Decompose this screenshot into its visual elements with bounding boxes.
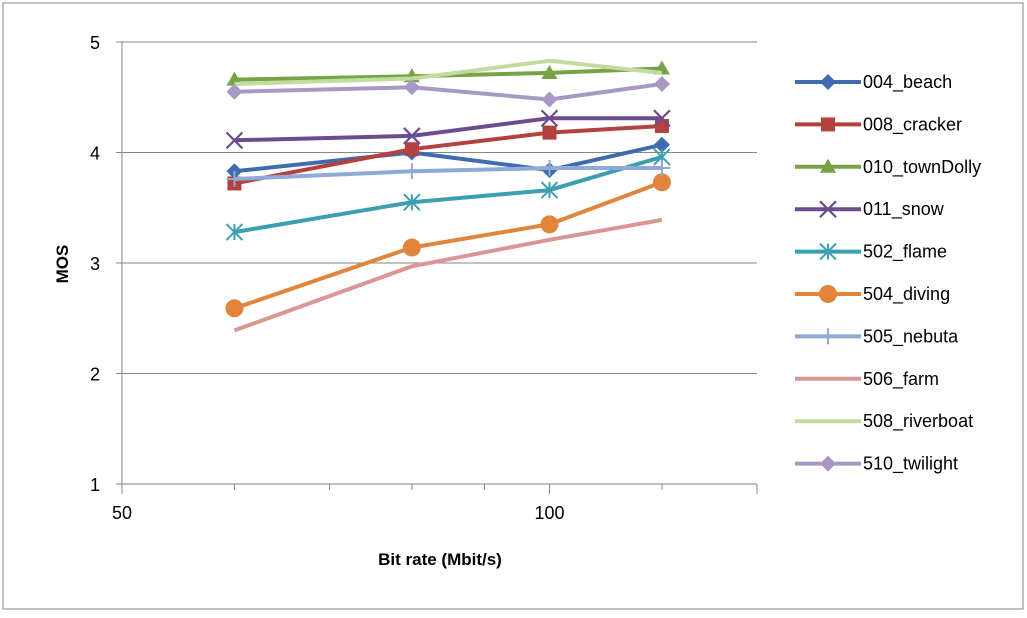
series-line [234,82,663,102]
legend-label: 506_farm [863,369,939,390]
legend-item: 011_snow [795,199,945,220]
legend: 004_beach 008_cracker 010_townDolly 011_sno… [795,72,981,475]
data-point [226,83,243,100]
data-point [540,181,559,199]
y-tick-label: 4 [90,144,100,164]
data-point [820,455,836,472]
data-point [652,173,671,192]
data-point [226,171,243,188]
series-line [233,217,663,333]
y-tick-label: 1 [90,475,100,495]
data-point [225,299,244,318]
data-point-stroke [403,127,421,145]
data-point [653,75,670,92]
data-point [653,159,670,176]
series-line [234,66,662,82]
y-tick-label: 5 [90,33,100,53]
legend-item: 010_townDolly [795,157,981,178]
data-point [541,64,558,79]
legend-label: 004_beach [863,72,952,93]
data-point [403,127,421,145]
legend-label: 508_riverboat [863,411,973,432]
x-tick-label: 50 [112,503,132,523]
data-point [820,158,836,173]
series-506_farm [233,217,663,333]
legend-label: 504_diving [863,284,950,305]
data-point [404,142,419,157]
series-line [234,58,663,86]
series-line [233,180,663,311]
data-point-stroke [819,200,837,218]
data-point [653,109,671,128]
legend-label: 011_snow [863,199,945,220]
data-point [541,159,558,176]
data-point [653,136,670,153]
series-line [234,124,663,186]
data-point [819,285,837,303]
data-point [821,117,835,132]
data-point [819,200,837,218]
legend-item: 505_nebuta [795,326,959,347]
x-tick-label: 100 [534,503,564,523]
series-502_flame [225,148,671,241]
data-point [540,109,559,128]
data-point [542,125,557,140]
legend-item: 502_flame [795,242,947,263]
legend-item: 506_farm [795,369,939,390]
legend-item: 004_beach [795,72,952,93]
series-504_diving [225,173,671,318]
chart-border [2,2,1024,610]
series-line [234,116,662,143]
grid-layer [122,41,757,374]
data-point [820,328,836,345]
data-point [403,193,421,211]
data-point [819,242,837,261]
legend-item: 510_twilight [795,454,958,475]
x-axis-title: Bit rate (Mbit/s) [378,550,502,569]
data-point [402,238,421,257]
series-line [234,154,663,235]
data-point-stroke [653,109,671,128]
series-508_riverboat [234,58,663,86]
data-point-stroke [225,131,244,150]
series-011_snow [225,109,671,150]
data-point [654,118,669,133]
data-point [403,79,420,96]
legend-label: 010_townDolly [863,157,981,178]
legend-label: 502_flame [863,242,947,263]
data-point [403,163,420,180]
legend-label: 505_nebuta [863,326,959,347]
series-line [234,142,663,174]
series-layer [225,58,671,333]
legend-item: 504_diving [795,284,950,305]
y-axis-title: MOS [53,245,72,284]
series-505_nebuta [226,159,670,188]
y-tick-label: 3 [90,254,100,274]
data-point [541,91,558,108]
series-510_twilight [226,75,670,108]
legend-item: 508_riverboat [795,411,973,432]
legend-item: 008_cracker [795,114,962,135]
series-line [234,166,662,181]
legend-label: 008_cracker [863,114,962,135]
data-point [225,131,244,150]
data-point-stroke [540,109,559,128]
data-point [225,223,244,241]
data-point [820,74,836,90]
y-tick-label: 2 [90,365,100,385]
data-point [540,215,559,234]
legend-label: 510_twilight [863,454,958,475]
axis-layer: 1 2 3 4 5 50 100 [90,33,758,523]
